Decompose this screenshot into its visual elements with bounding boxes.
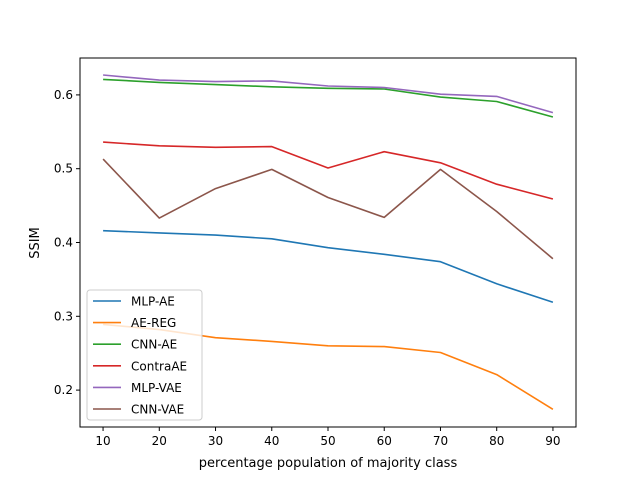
series-line-cnn-vae [102, 158, 554, 260]
x-tick-label: 10 [95, 434, 110, 448]
x-axis: 10 20 30 40 50 60 70 80 90 [95, 427, 561, 448]
legend-label-ae-reg: AE-REG [131, 316, 176, 330]
x-tick-label: 80 [489, 434, 504, 448]
series-line-cnn-ae [103, 78, 554, 118]
y-tick-label: 0.4 [54, 236, 73, 250]
series-line-mlp-ae [103, 229, 554, 304]
legend-label-contraae: ContraAE [131, 359, 187, 373]
y-tick-label: 0.6 [54, 88, 73, 102]
legend-label-cnn-ae: CNN-AE [131, 338, 177, 352]
x-tick-label: 30 [208, 434, 223, 448]
legend-label-cnn-vae: CNN-VAE [131, 403, 184, 417]
legend-label-mlp-vae: MLP-VAE [131, 381, 182, 395]
x-tick-label: 40 [264, 434, 279, 448]
x-axis-label: percentage population of majority class [199, 456, 458, 471]
series-line-contraae [103, 141, 554, 200]
x-tick-label: 20 [152, 434, 167, 448]
y-tick-label: 0.2 [54, 383, 73, 397]
x-tick-label: 60 [377, 434, 392, 448]
legend-label-mlp-ae: MLP-AE [131, 295, 175, 309]
y-axis: 0.2 0.3 0.4 0.5 0.6 [54, 88, 80, 397]
y-tick-label: 0.5 [54, 162, 73, 176]
legend: MLP-AE AE-REG CNN-AE ContraAE MLP-VAE CNN-VAE [86, 289, 203, 421]
series-line-mlp-vae [103, 74, 554, 114]
x-tick-label: 70 [433, 434, 448, 448]
y-tick-label: 0.3 [54, 309, 73, 323]
x-tick-label: 50 [320, 434, 335, 448]
x-tick-label: 90 [545, 434, 560, 448]
y-axis-label: SSIM [28, 227, 43, 259]
legend-box [86, 289, 203, 421]
